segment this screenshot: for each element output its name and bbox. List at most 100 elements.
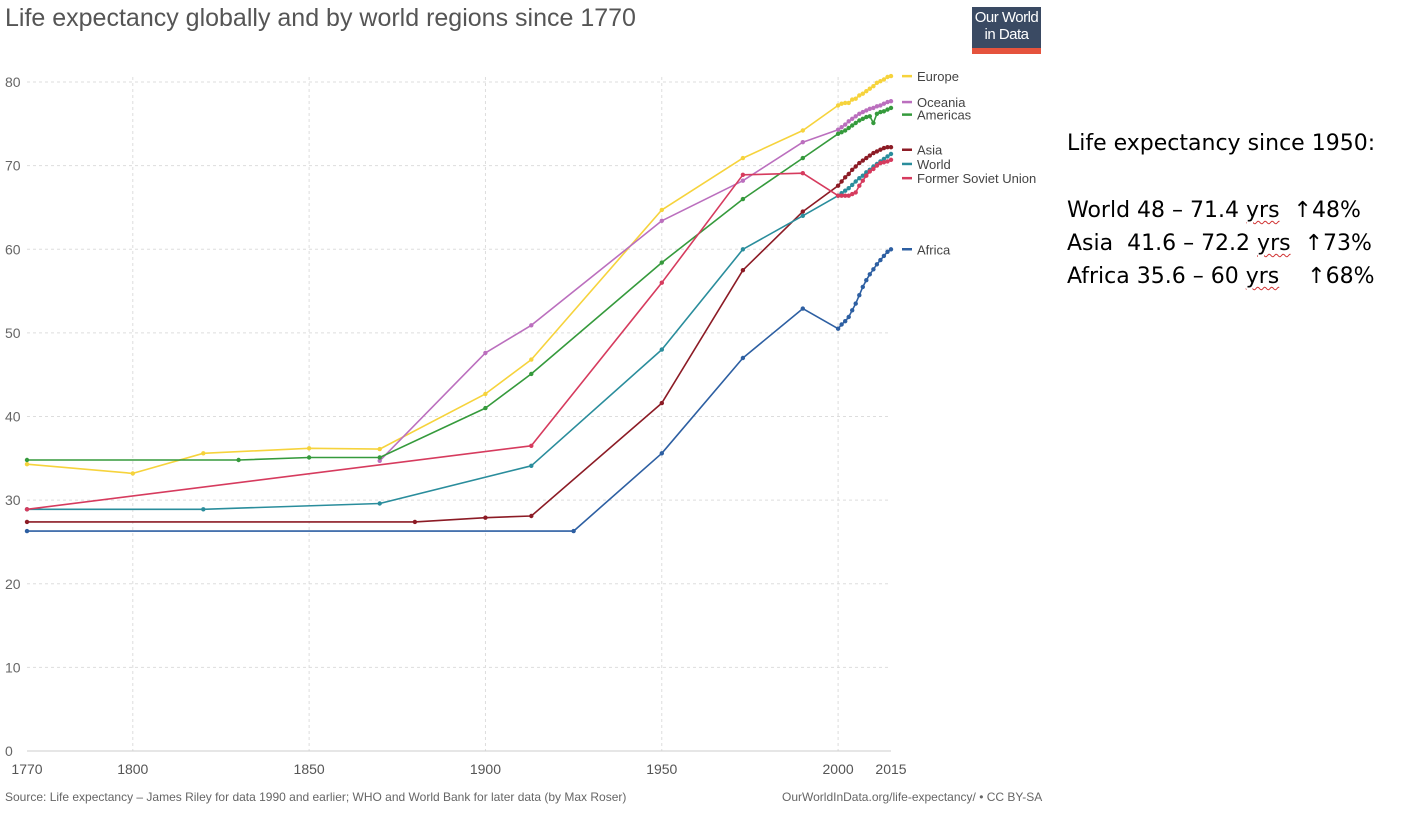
data-point: [878, 160, 883, 166]
grid-layer: [27, 77, 891, 751]
data-point: [529, 513, 534, 519]
annotation-row-world: World 48 – 71.4 yrs ↑48%: [1067, 194, 1375, 227]
data-point: [846, 119, 851, 124]
data-point: [800, 213, 805, 218]
series-line: [379, 100, 892, 462]
data-point: [483, 515, 488, 520]
annotation-change: ↑68%: [1279, 264, 1375, 289]
data-point: [740, 155, 746, 161]
data-point: [860, 109, 865, 115]
data-point: [857, 176, 862, 181]
data-point: [874, 262, 880, 267]
data-point: [885, 159, 890, 164]
data-point: [843, 175, 848, 180]
data-point: [659, 347, 664, 352]
data-point: [850, 167, 855, 172]
data-point: [306, 455, 312, 460]
data-point: [306, 446, 312, 451]
data-point: [885, 74, 890, 80]
data-point: [853, 114, 858, 119]
data-point: [24, 457, 30, 463]
data-point: [878, 103, 883, 108]
data-point: [236, 457, 241, 463]
data-point: [860, 178, 865, 183]
data-point: [846, 100, 851, 106]
data-point: [878, 79, 883, 84]
data-point: [850, 123, 855, 128]
data-point: [839, 322, 844, 327]
y-tick-label: 10: [5, 659, 21, 675]
logo-accent-bar: [972, 48, 1041, 54]
annotation-text: Africa 35.6 – 60: [1067, 264, 1246, 289]
x-tick-label: 1850: [294, 761, 325, 777]
annotation-text: Asia 41.6 – 72.2: [1067, 231, 1258, 256]
x-tick-label: 2000: [823, 761, 854, 777]
data-point: [843, 188, 848, 193]
annotation-heading: Life expectancy since 1950:: [1067, 131, 1376, 156]
legend-label: Americas: [917, 108, 972, 123]
legend-label: Africa: [917, 242, 951, 257]
data-point: [843, 128, 848, 133]
data-point: [839, 179, 844, 184]
credit-link[interactable]: OurWorldInData.org/life-expectancy/ • CC…: [782, 790, 1043, 804]
data-point: [853, 120, 858, 126]
legend-label: Oceania: [917, 95, 966, 110]
data-point: [864, 89, 869, 94]
annotation-unit: yrs: [1257, 231, 1291, 256]
y-tick-label: 50: [5, 325, 21, 341]
data-point: [740, 355, 746, 361]
data-point: [529, 371, 534, 377]
data-point: [853, 179, 858, 184]
data-point: [659, 218, 664, 223]
data-point: [377, 455, 382, 460]
data-point: [24, 519, 30, 525]
series-oceania: [377, 99, 894, 463]
data-point: [874, 149, 880, 154]
data-point: [850, 191, 855, 197]
chart-title: Life expectancy globally and by world re…: [5, 4, 636, 32]
legend-label: World: [917, 157, 951, 172]
data-point: [864, 173, 869, 178]
y-tick-label: 20: [5, 576, 21, 592]
data-point: [839, 130, 844, 135]
data-point: [881, 156, 887, 162]
data-point: [800, 128, 805, 133]
data-point: [857, 93, 862, 98]
legend-item-former-soviet-union: Former Soviet Union: [902, 171, 1036, 186]
x-tick-label: 1770: [11, 761, 42, 777]
data-point: [839, 193, 844, 198]
x-tick-label: 1950: [646, 761, 677, 777]
data-point: [529, 357, 534, 362]
owid-logo[interactable]: Our World in Data: [972, 7, 1041, 54]
data-point: [800, 306, 805, 311]
data-point: [878, 257, 883, 263]
data-point: [483, 405, 488, 411]
line-chart: 0 10 20 30 40 50 60 70 80 1770 1800 1850 1900 1950 200…: [5, 69, 1036, 777]
data-point: [857, 293, 862, 298]
source-note: Source: Life expectancy – James Riley fo…: [5, 790, 627, 804]
series-layer: [24, 73, 894, 534]
data-point: [835, 193, 841, 198]
data-point: [846, 171, 851, 177]
data-point: [24, 507, 30, 512]
legend-item-americas: Americas: [902, 108, 972, 123]
legend-item-oceania: Oceania: [902, 95, 966, 110]
annotation-unit: yrs: [1246, 198, 1280, 223]
annotation-row-africa: Africa 35.6 – 60 yrs ↑68%: [1067, 260, 1375, 293]
data-point: [659, 260, 664, 265]
y-tick-label: 0: [5, 743, 13, 759]
series-world: [24, 151, 894, 512]
data-point: [835, 103, 841, 108]
data-point: [377, 458, 382, 463]
data-point: [867, 169, 872, 174]
data-point: [881, 160, 887, 165]
series-line: [27, 248, 892, 532]
data-point: [377, 446, 382, 452]
data-point: [857, 118, 862, 123]
data-point: [835, 127, 841, 132]
annotation-row-asia: Asia 41.6 – 72.2 yrs ↑73%: [1067, 227, 1375, 260]
data-point: [857, 183, 862, 188]
data-point: [850, 182, 855, 188]
data-point: [864, 278, 869, 283]
legend-item-africa: Africa: [902, 242, 951, 257]
